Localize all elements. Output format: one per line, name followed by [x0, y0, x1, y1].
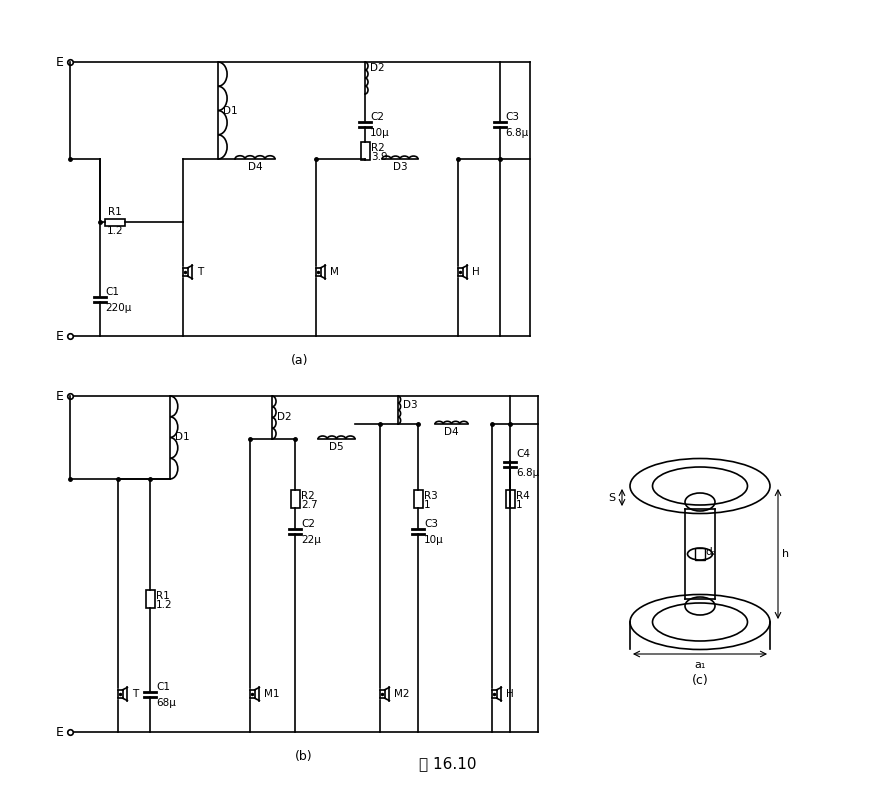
- Text: E: E: [56, 56, 64, 68]
- Bar: [290, 490, 299, 508]
- Text: H: H: [506, 689, 513, 699]
- Text: C3: C3: [424, 519, 438, 529]
- Text: (c): (c): [692, 674, 709, 687]
- Text: R3: R3: [424, 491, 438, 501]
- Text: H: H: [472, 267, 479, 277]
- Text: S: S: [607, 493, 615, 503]
- Text: 6.8μ: 6.8μ: [516, 468, 539, 478]
- Text: M1: M1: [264, 689, 280, 699]
- Text: R2: R2: [371, 143, 384, 153]
- Text: (b): (b): [295, 750, 313, 763]
- Text: D4: D4: [444, 427, 459, 437]
- Text: 图 16.10: 图 16.10: [419, 757, 477, 772]
- Bar: [105, 218, 125, 225]
- Bar: [413, 490, 423, 508]
- Text: D2: D2: [277, 413, 291, 422]
- Text: D4: D4: [247, 162, 263, 172]
- Text: D5: D5: [329, 442, 344, 452]
- Text: C4: C4: [516, 449, 530, 459]
- Text: a₁: a₁: [694, 660, 706, 670]
- Text: E: E: [56, 330, 64, 342]
- Bar: [360, 142, 369, 160]
- Text: E: E: [56, 390, 64, 403]
- Text: (a): (a): [291, 354, 309, 367]
- Text: 1: 1: [516, 500, 522, 510]
- Text: C2: C2: [301, 519, 315, 529]
- Text: R1: R1: [108, 207, 122, 217]
- Text: 22μ: 22μ: [301, 535, 321, 545]
- Text: M2: M2: [394, 689, 409, 699]
- Text: h: h: [782, 549, 789, 559]
- Text: 10μ: 10μ: [370, 128, 390, 138]
- Text: 1.2: 1.2: [156, 600, 173, 610]
- Text: D3: D3: [392, 162, 408, 172]
- Text: E: E: [56, 726, 64, 738]
- Text: C1: C1: [105, 287, 119, 297]
- Text: C2: C2: [370, 112, 384, 122]
- Text: D1: D1: [175, 433, 190, 442]
- Bar: [695, 548, 705, 560]
- Text: D2: D2: [370, 63, 384, 73]
- Text: D1: D1: [223, 106, 237, 115]
- Text: T: T: [197, 267, 203, 277]
- Text: R4: R4: [516, 491, 530, 501]
- Text: d₂: d₂: [705, 547, 716, 557]
- Text: C1: C1: [156, 682, 170, 692]
- Text: R2: R2: [301, 491, 314, 501]
- Bar: [505, 490, 514, 508]
- Text: 1: 1: [424, 500, 431, 510]
- Text: 1.2: 1.2: [107, 226, 124, 236]
- Text: 3.9: 3.9: [371, 152, 388, 162]
- Text: 68μ: 68μ: [156, 698, 176, 708]
- Text: 2.7: 2.7: [301, 500, 317, 510]
- Text: M: M: [330, 267, 339, 277]
- Text: D3: D3: [403, 400, 418, 410]
- Text: R1: R1: [156, 591, 169, 601]
- Text: 220μ: 220μ: [105, 303, 132, 313]
- Text: 6.8μ: 6.8μ: [505, 128, 529, 138]
- Bar: [145, 590, 154, 608]
- Text: 10μ: 10μ: [424, 535, 444, 545]
- Text: T: T: [132, 689, 138, 699]
- Text: C3: C3: [505, 112, 519, 122]
